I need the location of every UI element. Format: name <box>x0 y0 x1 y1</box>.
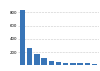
Bar <box>78 63 83 65</box>
Bar <box>49 61 54 65</box>
Bar <box>70 63 76 65</box>
Bar <box>41 58 47 65</box>
Bar <box>63 63 68 65</box>
Bar <box>92 64 97 65</box>
Bar <box>34 54 40 65</box>
Bar <box>85 63 90 65</box>
Bar <box>27 48 32 65</box>
Bar <box>56 62 61 65</box>
Bar <box>20 10 25 65</box>
